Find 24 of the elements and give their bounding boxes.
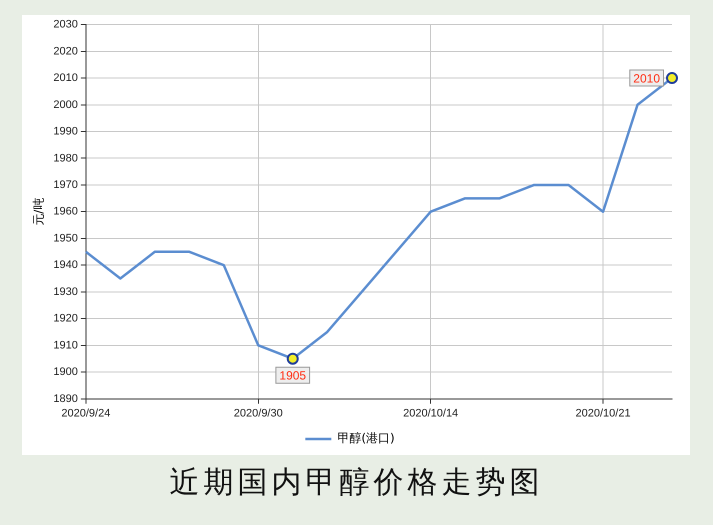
x-tick-label: 2020/10/21 [576, 407, 631, 420]
data-label: 1905 [279, 368, 306, 383]
y-tick-label: 2030 [53, 18, 78, 31]
x-tick-label: 2020/9/30 [234, 407, 283, 420]
y-tick-label: 2000 [53, 98, 78, 111]
y-tick-label: 1950 [53, 232, 78, 244]
y-tick-label: 1920 [53, 312, 78, 325]
y-tick-label: 1960 [53, 206, 78, 218]
x-tick-label: 2020/10/14 [403, 407, 458, 420]
y-tick-label: 1930 [53, 286, 78, 298]
legend-label: 甲醇(港口) [337, 431, 395, 446]
data-label: 2010 [633, 71, 660, 86]
y-tick-label: 1990 [53, 126, 78, 138]
y-axis-title: 元/吨 [31, 198, 46, 226]
y-tick-label: 1910 [53, 339, 78, 352]
y-tick-label: 2010 [53, 72, 78, 84]
y-tick-label: 1890 [53, 392, 78, 405]
y-tick-label: 1940 [53, 259, 78, 272]
y-tick-label: 1980 [53, 152, 78, 164]
x-tick-label: 2020/9/24 [61, 407, 110, 420]
text: 近期国内甲醇价格走势图 [168, 464, 544, 502]
y-tick-label: 2020 [53, 45, 78, 58]
y-tick-label: 1970 [53, 179, 78, 192]
y-tick-label: 1900 [53, 366, 78, 378]
